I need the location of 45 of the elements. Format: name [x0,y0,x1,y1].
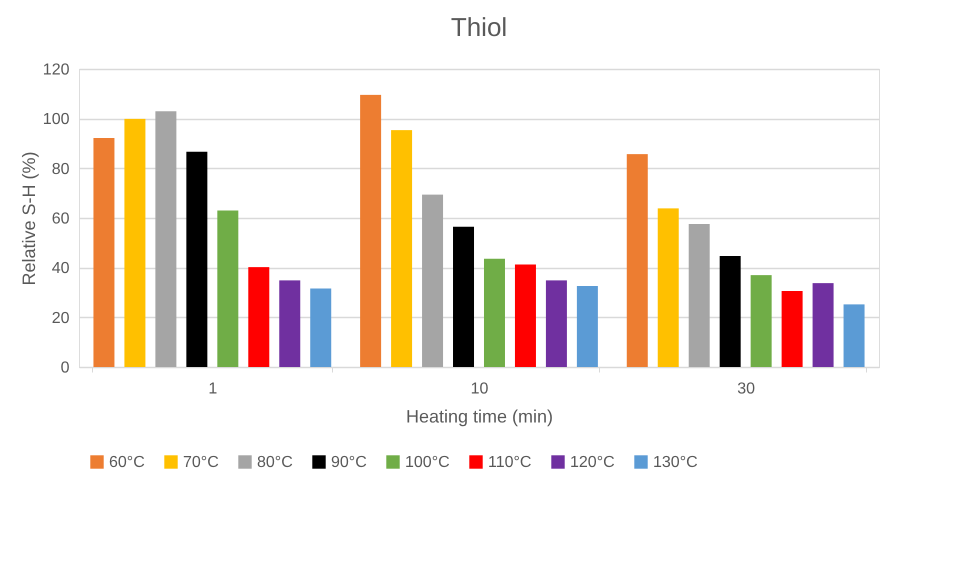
legend-label: 120°C [570,454,615,471]
y-tick-label: 60 [52,210,70,228]
y-tick-label: 120 [42,62,70,78]
bar [155,111,176,367]
bar [688,224,710,367]
y-tick-label: 80 [52,160,70,178]
bar [484,258,505,367]
bar [248,267,270,367]
bar [626,154,648,367]
bar [576,286,598,367]
bar [93,138,114,367]
bar [812,283,834,367]
y-tick-label: 100 [42,111,70,128]
bar [782,291,803,367]
bar [422,194,444,367]
legend-label: 100°C [405,454,450,471]
bar [217,210,238,367]
bar [124,118,146,367]
x-tick-label: 10 [470,380,488,398]
bar [186,152,208,367]
y-tick-label: 20 [52,310,70,327]
bar [360,94,382,367]
y-axis-title: Relative S-H (%) [18,151,39,286]
legend-label: 90°C [331,454,367,471]
bar [514,264,536,367]
bar [658,208,679,367]
legend-label: 110°C [488,454,532,471]
x-tick-label: 30 [737,380,756,398]
bar [453,226,474,367]
y-tick-label: 0 [60,360,70,376]
x-axis-title: Heating time (min) [406,406,554,426]
legend-label: 80°C [257,454,293,471]
bar [279,280,300,367]
bar [844,304,865,367]
y-tick-label: 40 [52,260,70,278]
bar [546,280,567,367]
bar [310,288,332,367]
legend-label: 60°C [109,454,145,471]
x-tick-label: 1 [208,380,218,398]
bar [720,256,741,367]
legend-label: 130°C [653,454,698,471]
chart-title: Thiol [450,12,508,42]
bar [391,130,412,367]
legend-label: 70°C [183,454,219,471]
bar [750,275,772,367]
